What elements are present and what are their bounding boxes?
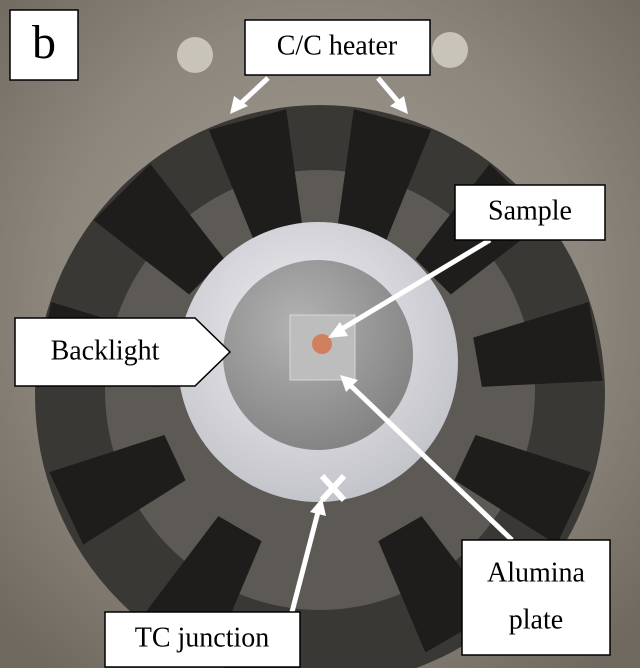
sample-label: Sample [488,195,572,226]
tc-junction-label: TC junction [135,622,270,653]
backlight-label: Backlight [51,335,160,366]
callouts [9,9,611,668]
alumina-label: Alumina [487,557,586,588]
panel-label: b [32,16,56,69]
heater-label: C/C heater [277,30,398,61]
arrows [230,76,514,613]
alumina-label: plate [509,604,563,635]
